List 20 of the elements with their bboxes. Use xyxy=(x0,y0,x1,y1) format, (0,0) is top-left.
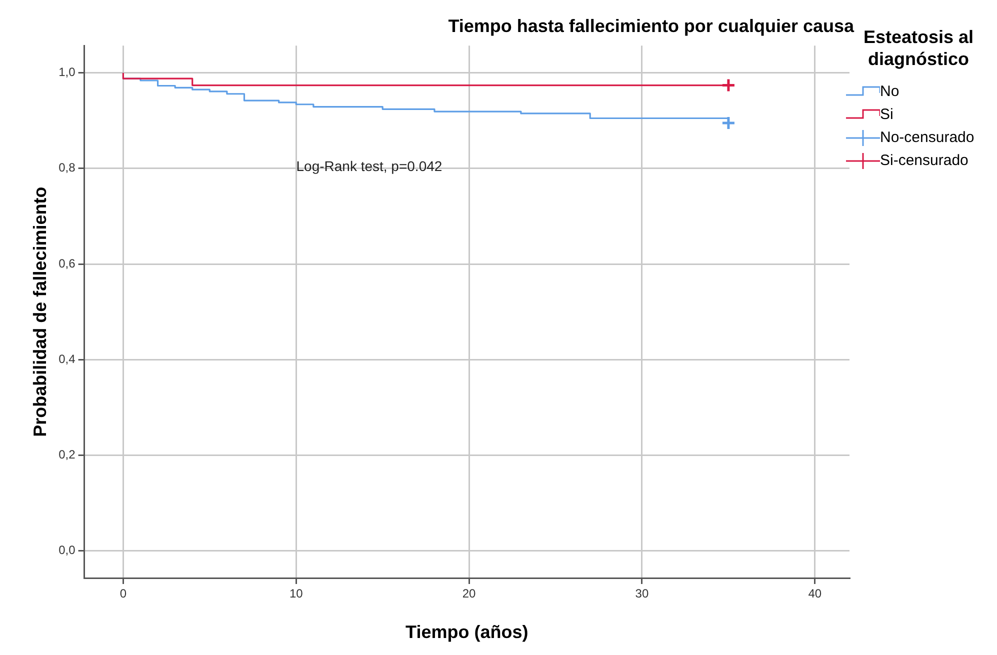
legend-label: Si-censurado xyxy=(880,152,968,169)
annotation: Log-Rank test, p=0.042 xyxy=(296,158,442,174)
legend-title: Esteatosis al diagnóstico xyxy=(863,27,974,69)
y-axis-title: Probabilidad de fallecimiento xyxy=(30,186,50,437)
y-tick-label: 0,0 xyxy=(58,543,76,558)
x-tick-label: 10 xyxy=(289,586,304,601)
x-axis-title: Tiempo (años) xyxy=(406,622,528,642)
y-tick-label: 0,8 xyxy=(58,160,76,175)
y-tick-label: 0,4 xyxy=(58,352,76,366)
y-tick-label: 1,0 xyxy=(58,65,76,80)
y-tick-label: 0,2 xyxy=(58,447,76,462)
y-tick-label: 0,6 xyxy=(58,256,76,270)
x-tick-label: 30 xyxy=(635,586,649,601)
legend-label: Si xyxy=(880,106,894,123)
legend-label: No xyxy=(880,83,900,100)
chart-title: Tiempo hasta fallecimiento por cualquier causa xyxy=(448,16,855,36)
x-tick-label: 40 xyxy=(808,586,822,601)
x-tick-label: 0 xyxy=(120,586,127,601)
x-tick-label: 20 xyxy=(462,586,476,601)
legend-label: No-censurado xyxy=(880,129,974,146)
